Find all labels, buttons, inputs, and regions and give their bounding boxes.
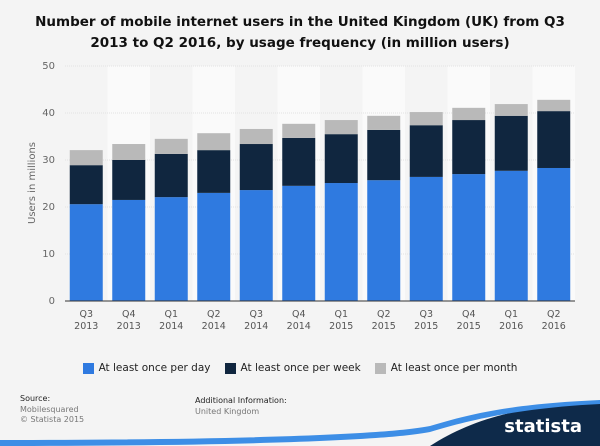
bar-segment	[452, 174, 486, 301]
bar-segment	[367, 129, 401, 181]
bar-segment	[239, 128, 273, 145]
bar-segment	[537, 111, 571, 168]
bar-segment	[367, 115, 401, 130]
bar-segment	[154, 138, 188, 154]
bar-segment	[197, 133, 231, 151]
bar-segment	[324, 183, 358, 301]
y-tick-label: 0	[49, 296, 55, 307]
bar-segment	[409, 176, 443, 301]
bar-segment	[409, 112, 443, 126]
bar-segment	[494, 115, 528, 171]
legend-item: At least once per week	[224, 362, 361, 374]
y-axis-label: Users in millions	[27, 142, 38, 224]
bar-segment	[494, 104, 528, 116]
brand-logo: statista	[504, 416, 582, 437]
legend-label: At least once per day	[98, 362, 211, 374]
x-tick-label: Q2 2016	[541, 309, 566, 332]
bar-segment	[69, 204, 103, 301]
legend-swatch	[224, 362, 236, 374]
legend-swatch	[82, 362, 94, 374]
bar-segment	[112, 144, 146, 160]
y-tick-label: 50	[42, 61, 55, 72]
x-tick-label: Q4 2015	[456, 309, 481, 332]
bar-segment	[537, 99, 571, 112]
x-tick-label: Q3 2013	[74, 309, 99, 332]
x-tick-label: Q2 2015	[371, 309, 396, 332]
bar-segment	[452, 120, 486, 175]
x-tick-label: Q2 2014	[201, 309, 226, 332]
copyright: © Statista 2015	[20, 415, 85, 424]
x-tick-label: Q4 2014	[286, 309, 311, 332]
bar-segment	[409, 125, 443, 177]
source-label: Source:	[20, 394, 51, 403]
legend: At least once per day At least once per w…	[0, 362, 600, 374]
bar-segment	[537, 167, 571, 301]
bar-segment	[282, 137, 316, 186]
x-tick-label: Q1 2014	[159, 309, 184, 332]
legend-label: At least once per week	[240, 362, 361, 374]
bar-segment	[69, 150, 103, 166]
y-tick-label: 20	[42, 202, 55, 213]
y-tick-label: 30	[42, 155, 55, 166]
legend-label: At least once per month	[390, 362, 518, 374]
bar-segment	[197, 192, 231, 301]
x-tick-label: Q1 2015	[329, 309, 354, 332]
footer-stripe	[0, 400, 600, 446]
x-tick-label: Q1 2016	[499, 309, 524, 332]
bar-segment	[494, 170, 528, 301]
legend-swatch	[374, 362, 386, 374]
bar-segment	[239, 144, 273, 191]
bar-segment	[324, 134, 358, 184]
x-tick-label: Q3 2014	[244, 309, 269, 332]
bar-segment	[239, 190, 273, 301]
bar-segment	[197, 150, 231, 193]
legend-item: At least once per month	[374, 362, 518, 374]
source: Mobilesquared	[20, 405, 79, 414]
x-tick-label: Q4 2013	[116, 309, 141, 332]
bar-segment	[452, 107, 486, 121]
x-tick-label: Q3 2015	[414, 309, 439, 332]
info-label: Additional Information:	[195, 396, 287, 405]
bar-segment	[324, 120, 358, 135]
bar-segment	[112, 160, 146, 200]
bar-segment	[367, 180, 401, 301]
bar-segment	[69, 165, 103, 205]
logo-swoosh	[430, 402, 600, 446]
bar-segment	[154, 197, 188, 301]
info: United Kingdom	[195, 407, 260, 416]
y-tick-label: 10	[42, 249, 55, 260]
bar-segment	[282, 123, 316, 138]
bar-segment	[282, 185, 316, 301]
bar-segment	[112, 199, 146, 301]
legend-item: At least once per day	[82, 362, 211, 374]
y-tick-label: 40	[42, 108, 55, 119]
chart-title: Number of mobile internet users in the U…	[35, 14, 565, 51]
bar-segment	[154, 153, 188, 198]
